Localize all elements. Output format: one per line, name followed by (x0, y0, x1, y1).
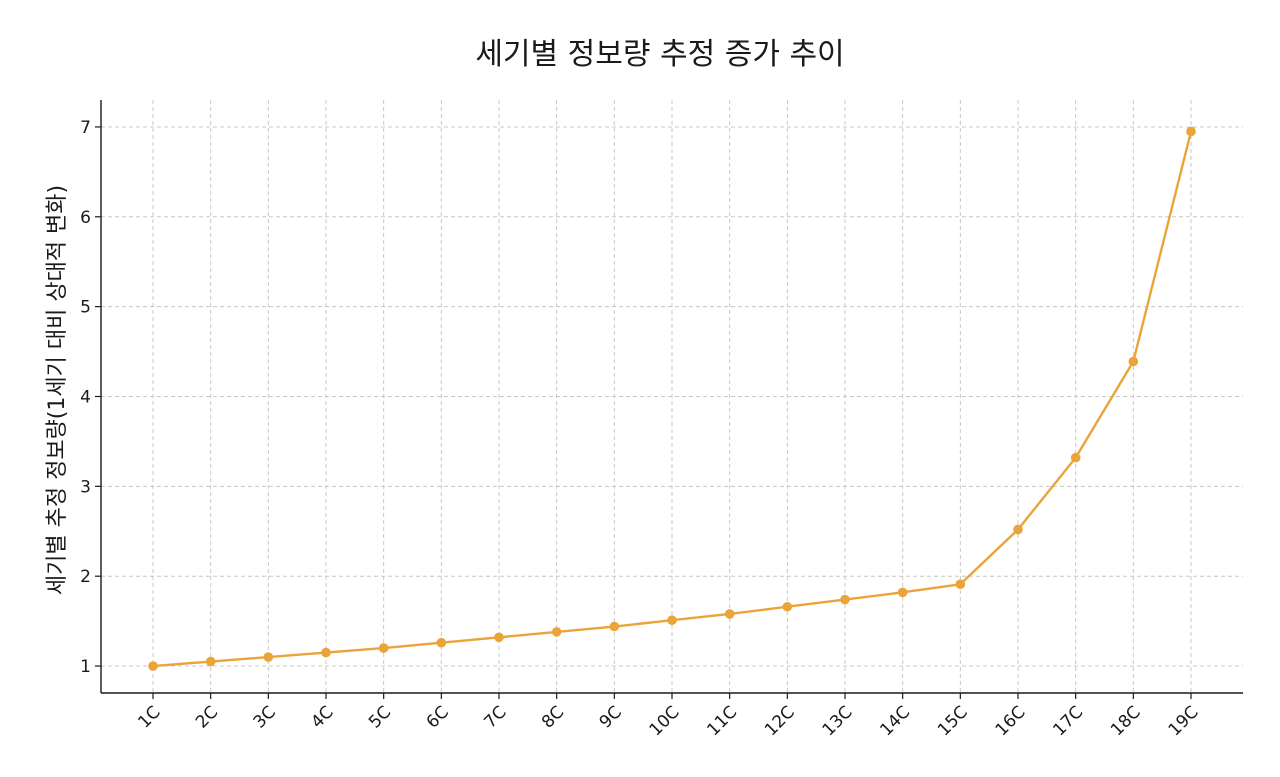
x-tick-label: 6C (423, 702, 453, 732)
data-point-13C (840, 594, 850, 605)
chart-title: 세기별 정보량 추정 증가 추이 (475, 37, 844, 72)
data-point-2C (205, 656, 216, 667)
x-tick-label: 12C (761, 702, 799, 740)
y-axis-label: 세기별 추정 정보량(1세기 대비 상대적 변화) (45, 185, 70, 595)
x-tick-label: 9C (596, 702, 626, 732)
x-tick-label: 16C (992, 702, 1030, 740)
x-tick-label: 2C (192, 702, 222, 732)
y-tick-label: 3 (80, 477, 91, 497)
x-tick-label: 13C (819, 702, 857, 740)
data-point-3C (263, 652, 274, 662)
y-tick-label: 7 (80, 118, 91, 138)
ticks: 1C 2C 3C 4C 5C 6C 7C 8C 9C 10C 11C 12C 13C 14C 15C 16C 1… (80, 118, 1202, 740)
x-tick-label: 5C (365, 702, 395, 732)
x-tick-label: 1C (134, 702, 164, 732)
y-tick-label: 1 (80, 657, 91, 677)
x-tick-label: 17C (1049, 702, 1087, 740)
x-tick-label: 14C (876, 702, 914, 740)
data-point-16C (1013, 524, 1023, 535)
series (148, 126, 1196, 671)
x-tick-label: 11C (703, 702, 741, 740)
y-tick-label: 4 (80, 388, 91, 408)
data-point-9C (609, 621, 620, 632)
x-tick-label: 10C (646, 702, 684, 740)
data-point-10C (667, 615, 677, 626)
data-point-18C (1128, 356, 1139, 367)
grid-lines (101, 100, 1243, 693)
y-tick-label: 6 (80, 208, 91, 228)
data-point-8C (551, 627, 562, 637)
x-tick-label: 7C (480, 702, 510, 732)
x-tick-label: 15C (934, 702, 972, 740)
data-point-12C (782, 601, 793, 612)
x-tick-label: 18C (1107, 702, 1145, 740)
y-tick-label: 2 (80, 567, 91, 587)
x-tick-label: 3C (250, 702, 280, 732)
data-point-15C (955, 579, 966, 590)
data-point-1C (148, 661, 158, 671)
data-point-11C (724, 609, 735, 619)
y-tick-label: 5 (80, 298, 91, 318)
data-point-6C (436, 637, 447, 648)
data-point-19C (1186, 126, 1196, 137)
data-point-4C (321, 647, 331, 658)
data-point-7C (494, 632, 504, 643)
x-tick-label: 19C (1165, 702, 1203, 740)
data-point-17C (1070, 452, 1081, 463)
data-point-14C (897, 587, 908, 598)
data-point-5C (378, 643, 389, 653)
x-tick-label: 8C (538, 702, 568, 732)
x-tick-label: 4C (307, 702, 337, 732)
